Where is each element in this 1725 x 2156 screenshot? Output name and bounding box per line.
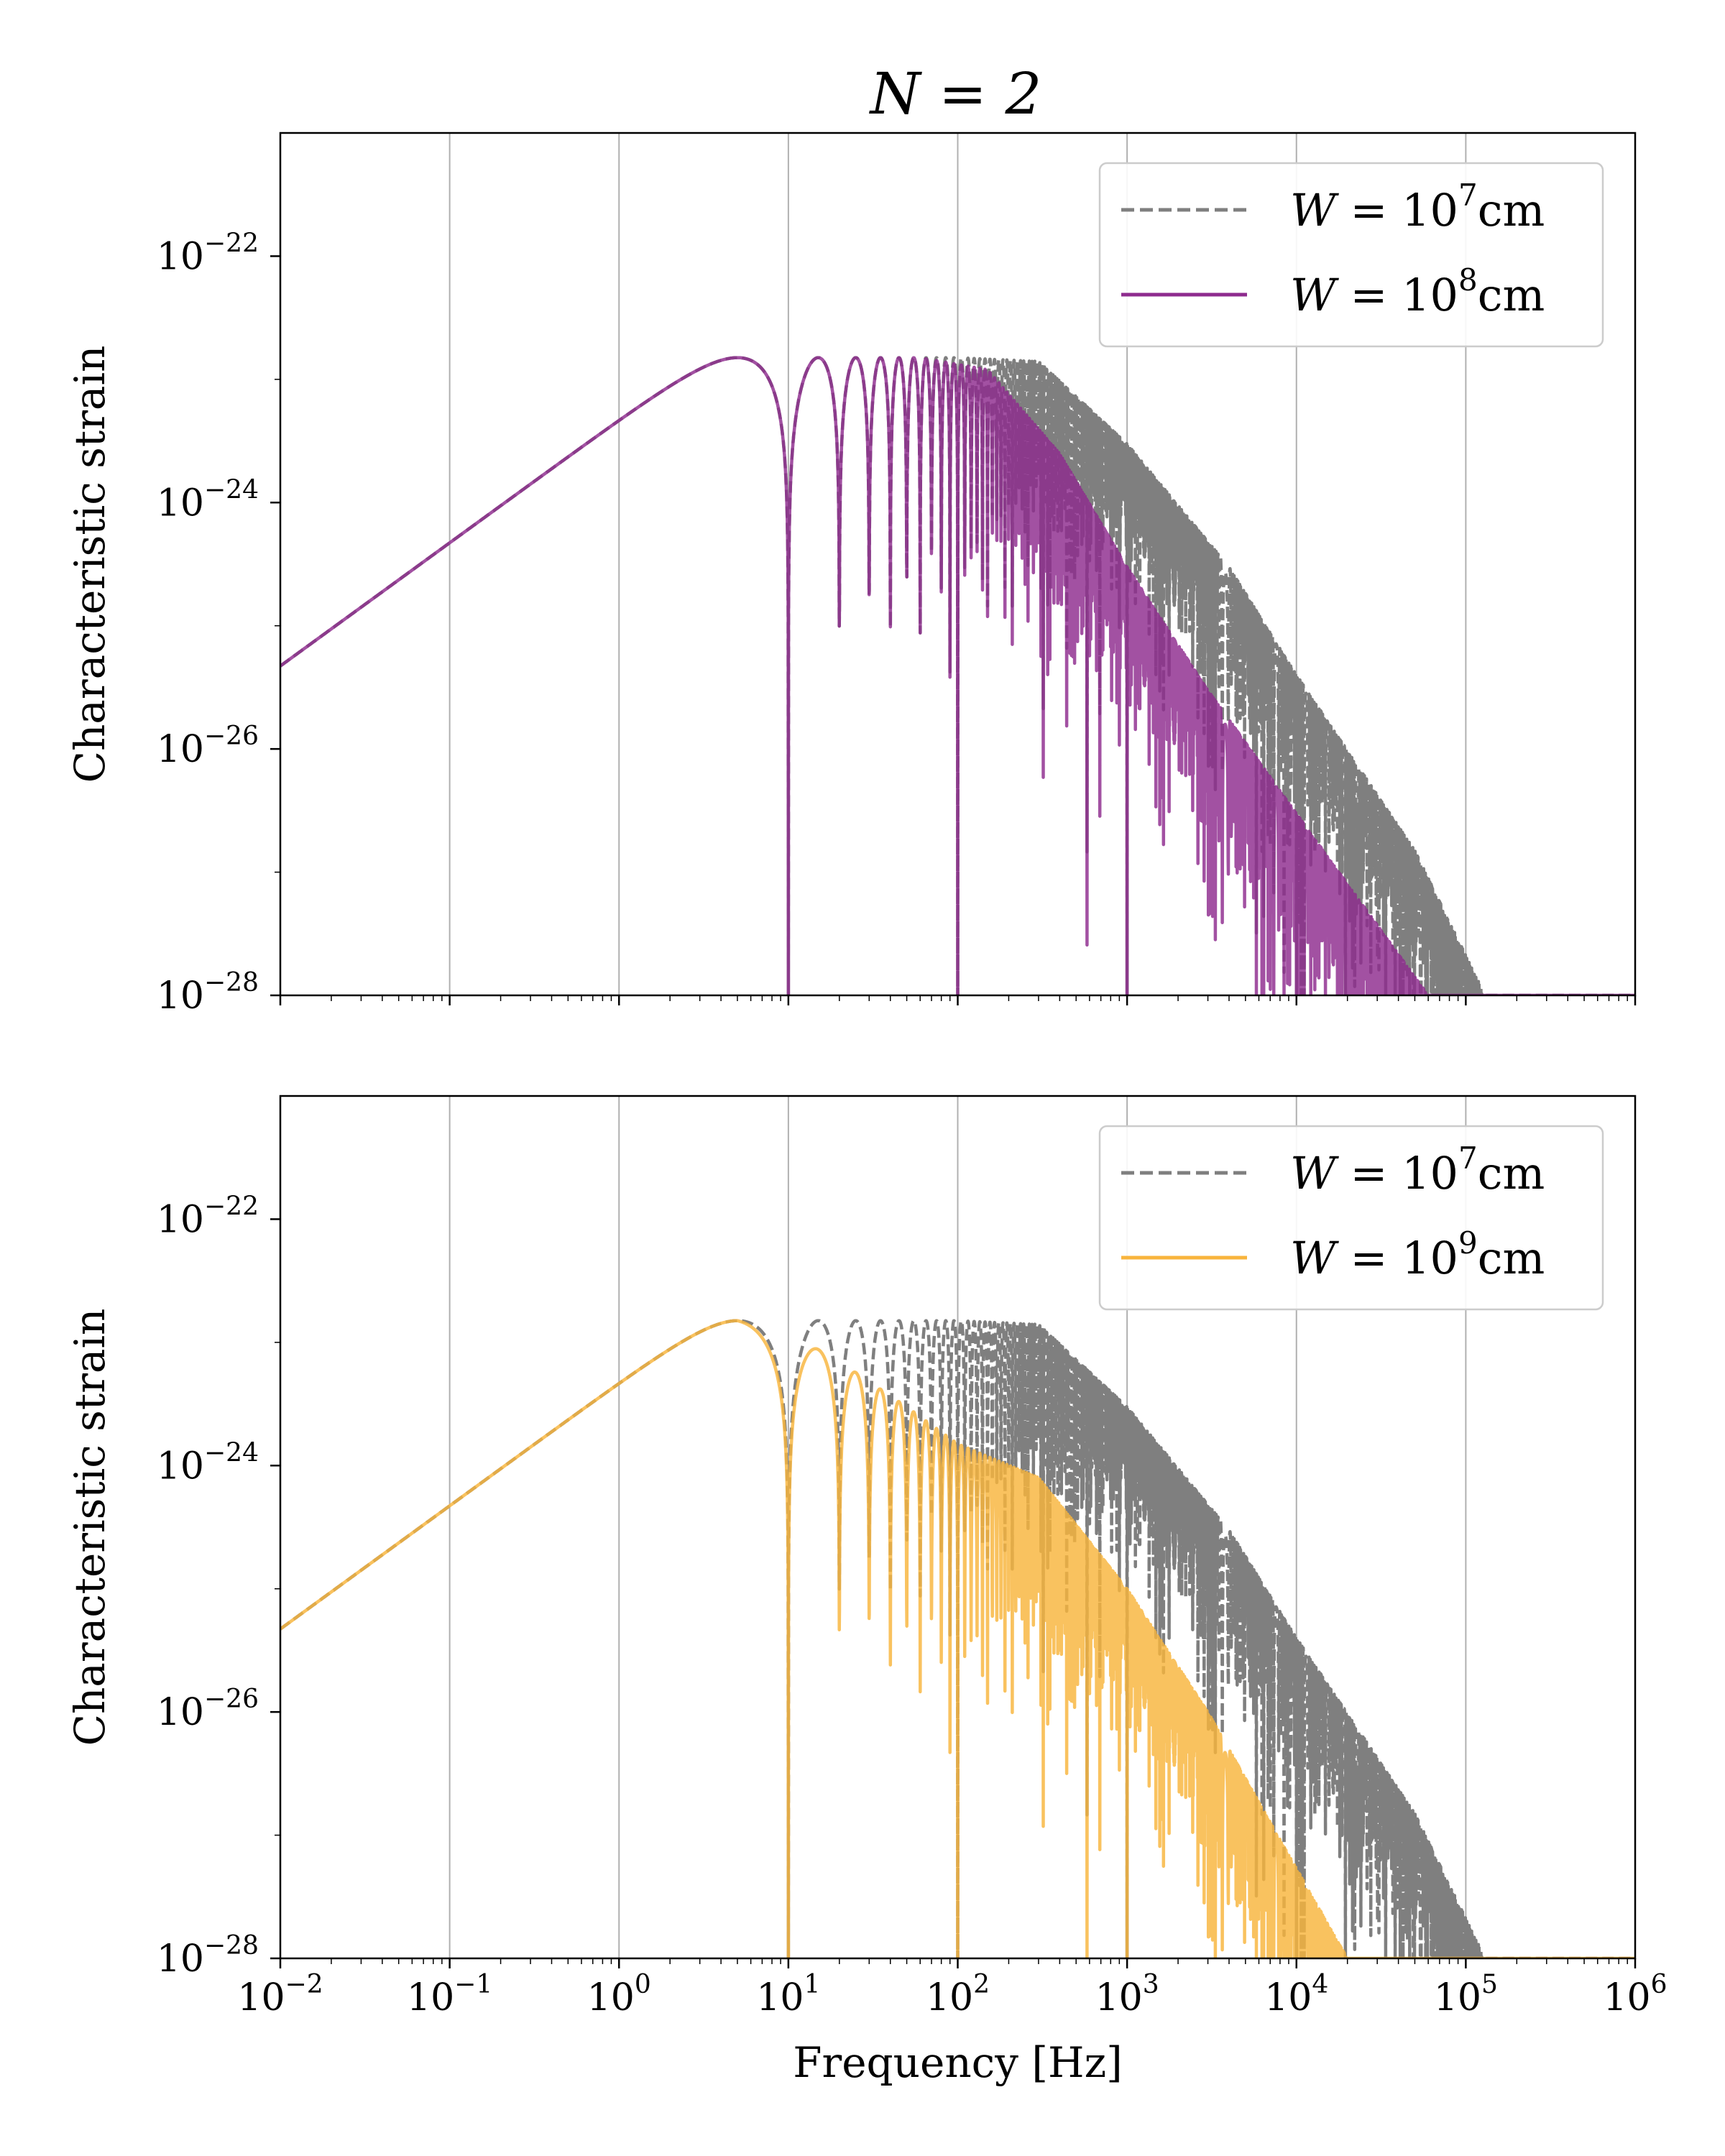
x-tick-label: 10−2 [237, 1970, 323, 2019]
legend: W = 107cm W = 109cm [1098, 1125, 1604, 1311]
x-axis [279, 995, 1637, 1005]
x-tick-label: 10−1 [407, 1970, 492, 2019]
legend-label-0: W = 107cm [1290, 178, 1545, 236]
legend-label-1: W = 109cm [1290, 1225, 1545, 1284]
y-axis: 10−22 10−24 10−26 10−28 [157, 229, 280, 1018]
y-tick-label: 10−24 [157, 1438, 259, 1488]
y-axis: 10−22 10−24 10−26 10−28 [157, 1192, 280, 1981]
y-tick-label: 10−22 [157, 1192, 259, 1241]
x-tick-label: 101 [756, 1970, 820, 2019]
plot-area [280, 356, 1635, 995]
x-tick-label: 100 [587, 1970, 651, 2019]
x-axis: 10−2 10−1 100 101 102 103 104 105 106 [237, 1958, 1668, 2019]
series-line-1 [280, 356, 1635, 995]
x-tick-label: 104 [1264, 1970, 1328, 2019]
y-axis-label: Characteristic strain [65, 1309, 114, 1746]
series-line-1 [280, 1319, 1635, 1958]
series-line-0 [280, 356, 1635, 995]
x-axis-label: Frequency [Hz] [793, 2038, 1123, 2087]
panel-top: 10−22 10−24 10−26 10−28 Characteristic strai… [65, 132, 1637, 1018]
y-tick-label: 10−28 [157, 968, 259, 1018]
y-tick-label: 10−28 [157, 1931, 259, 1981]
plot-area [280, 1319, 1635, 1958]
x-tick-label: 106 [1603, 1970, 1667, 2019]
y-tick-label: 10−24 [157, 475, 259, 525]
legend-label-1: W = 108cm [1290, 262, 1545, 321]
x-tick-label: 105 [1434, 1970, 1498, 2019]
y-tick-label: 10−26 [157, 722, 259, 771]
series-line-0 [280, 1319, 1635, 1958]
x-tick-label: 102 [926, 1970, 990, 2019]
legend: W = 107cm W = 108cm [1098, 162, 1604, 348]
figure-title: N = 2 [869, 60, 1042, 127]
legend-label-0: W = 107cm [1290, 1141, 1545, 1199]
y-tick-label: 10−22 [157, 229, 259, 278]
y-tick-label: 10−26 [157, 1685, 259, 1734]
y-axis-label: Characteristic strain [65, 346, 114, 783]
panel-bottom: 10−2 10−1 100 101 102 103 104 105 106 Frequency [… [65, 1095, 1668, 2087]
x-tick-label: 103 [1095, 1970, 1159, 2019]
